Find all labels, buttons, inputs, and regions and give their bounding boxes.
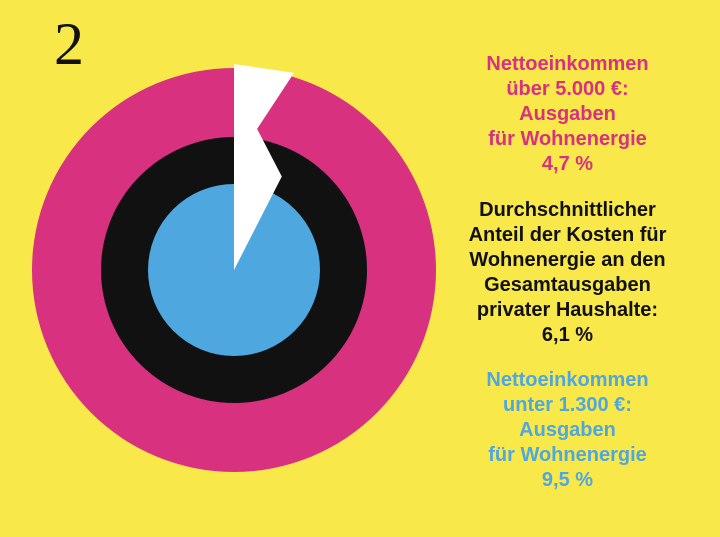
annotation-avg-value: 6,1 % (541, 324, 594, 346)
annotation-avg-line-5: privater Haushalte: (476, 299, 659, 321)
annotation-low-line-1: Nettoeinkommen (486, 369, 649, 391)
annotation-avg-line-2: Anteil der Kosten für (468, 224, 667, 246)
annotation-low-income: Nettoeinkommen unter 1.300 €: Ausgaben f… (455, 368, 680, 493)
annotation-avg-line-1: Durchschnittlicher (479, 199, 656, 221)
annotation-low-line-3: Ausgaben (519, 419, 616, 441)
share-wedge (234, 64, 294, 270)
annotation-high-line-2: über 5.000 €: (506, 78, 629, 100)
annotation-avg-line-3: Wohnenergie an den (469, 249, 666, 271)
annotation-high-line-4: für Wohnenergie (488, 128, 647, 150)
annotation-low-value: 9,5 % (541, 469, 594, 491)
annotation-high-value: 4,7 % (541, 153, 594, 175)
annotation-high-line-1: Nettoeinkommen (486, 53, 649, 75)
annotation-high-line-3: Ausgaben (519, 103, 616, 125)
page-number: 2 (54, 11, 84, 77)
annotation-high-income: Nettoeinkommen über 5.000 €: Ausgaben fü… (455, 52, 680, 177)
annotation-average: Durchschnittlicher Anteil der Kosten für… (455, 198, 680, 348)
annotation-avg-line-4: Gesamtausgaben (484, 274, 651, 296)
concentric-ring-chart (32, 64, 436, 472)
annotation-low-line-4: für Wohnenergie (488, 444, 647, 466)
annotation-low-line-2: unter 1.300 €: (503, 394, 632, 416)
